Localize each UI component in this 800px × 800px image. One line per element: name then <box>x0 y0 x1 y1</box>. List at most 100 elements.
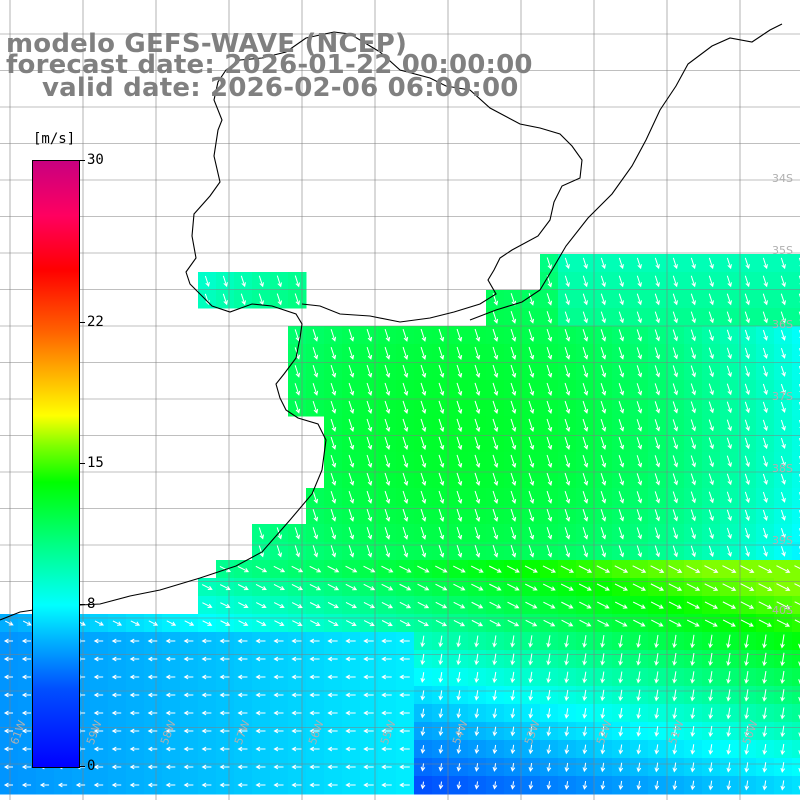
wind-arrow <box>420 672 426 683</box>
wind-arrow <box>129 710 140 716</box>
wind-arrow <box>690 725 696 738</box>
wind-arrow <box>618 780 624 791</box>
wind-arrow <box>435 619 447 627</box>
wind-arrow <box>780 689 785 702</box>
wind-arrow <box>258 275 264 288</box>
wind-arrow <box>330 382 337 396</box>
colorbar-tick-label: 15 <box>87 455 104 471</box>
wind-arrow <box>489 619 502 627</box>
wind-arrow <box>672 780 678 791</box>
wind-arrow <box>258 293 264 306</box>
wind-arrow <box>564 781 570 790</box>
wind-arrow <box>438 745 444 754</box>
wind-arrow <box>636 347 643 360</box>
wind-arrow <box>366 329 373 342</box>
wind-arrow <box>546 400 553 414</box>
latitude-label: 40S <box>772 604 793 617</box>
wind-arrow <box>686 565 701 573</box>
wind-arrow <box>636 707 642 720</box>
wind-arrow <box>420 781 426 790</box>
wind-arrow <box>258 527 265 540</box>
wind-arrow <box>492 726 498 737</box>
wind-arrow <box>672 293 678 306</box>
wind-arrow <box>686 619 700 627</box>
wind-arrow <box>762 437 768 450</box>
wind-arrow <box>3 728 14 734</box>
wind-arrow <box>672 329 678 342</box>
wind-arrow <box>726 671 731 684</box>
wind-arrow <box>348 472 355 486</box>
wind-arrow <box>345 764 356 770</box>
wind-arrow <box>345 728 356 734</box>
wind-arrow <box>183 764 194 770</box>
wind-arrow <box>21 638 32 644</box>
wind-arrow <box>255 656 266 662</box>
wind-arrow <box>456 744 462 755</box>
wind-arrow <box>525 619 538 627</box>
wind-arrow <box>654 383 661 396</box>
wind-arrow <box>345 746 356 752</box>
wind-cell <box>792 614 800 633</box>
wind-arrow <box>600 653 605 666</box>
wind-arrow <box>582 671 587 684</box>
wind-arrow <box>417 583 430 591</box>
wind-arrow <box>93 728 104 734</box>
wind-arrow <box>470 565 484 573</box>
wind-arrow <box>93 638 104 644</box>
wind-arrow <box>399 728 410 734</box>
wind-arrow <box>654 762 660 773</box>
wind-arrow <box>600 347 607 360</box>
wind-arrow <box>93 764 104 770</box>
wind-arrow <box>291 692 302 698</box>
wind-arrow <box>726 707 731 720</box>
wind-arrow <box>564 311 570 324</box>
wind-arrow <box>309 602 321 609</box>
wind-arrow <box>420 726 426 737</box>
wind-arrow <box>618 311 624 324</box>
wind-arrow <box>201 710 212 716</box>
wind-arrow <box>798 714 800 720</box>
wind-arrow <box>219 565 232 573</box>
wind-arrow <box>690 347 696 360</box>
wind-arrow <box>294 293 301 306</box>
wind-arrow <box>420 690 426 701</box>
wind-arrow <box>399 746 410 752</box>
wind-arrow <box>528 311 535 324</box>
wind-arrow <box>704 601 719 609</box>
wind-arrow <box>330 454 337 468</box>
wind-arrow <box>93 674 104 680</box>
wind-arrow <box>726 437 732 450</box>
wind-arrow <box>564 708 570 719</box>
wind-arrow <box>762 473 768 486</box>
wind-arrow <box>600 436 607 450</box>
wind-arrow <box>654 726 660 737</box>
wind-arrow <box>492 454 499 469</box>
wind-arrow <box>3 710 14 716</box>
wind-arrow <box>381 764 392 770</box>
wind-arrow <box>147 656 158 662</box>
wind-arrow <box>636 383 643 396</box>
wind-arrow <box>618 437 625 450</box>
wind-arrow <box>564 454 571 468</box>
wind-arrow <box>438 382 445 397</box>
wind-arrow <box>546 671 552 684</box>
wind-arrow <box>672 491 679 504</box>
wind-arrow <box>762 491 768 504</box>
wind-arrow <box>312 509 319 522</box>
wind-arrow <box>708 257 714 270</box>
wind-arrow <box>600 545 607 558</box>
wind-arrow <box>600 509 607 522</box>
wind-arrow <box>327 746 338 752</box>
wind-arrow <box>438 508 445 522</box>
wind-arrow <box>780 257 786 270</box>
wind-arrow <box>489 601 502 609</box>
wind-arrow <box>384 400 391 415</box>
wind-arrow <box>762 383 768 396</box>
wind-arrow <box>528 653 533 666</box>
wind-arrow <box>438 364 445 379</box>
wind-arrow <box>166 620 177 626</box>
wind-arrow <box>471 619 484 627</box>
wind-arrow <box>471 583 484 591</box>
wind-arrow <box>636 671 641 684</box>
wind-arrow <box>363 674 374 680</box>
